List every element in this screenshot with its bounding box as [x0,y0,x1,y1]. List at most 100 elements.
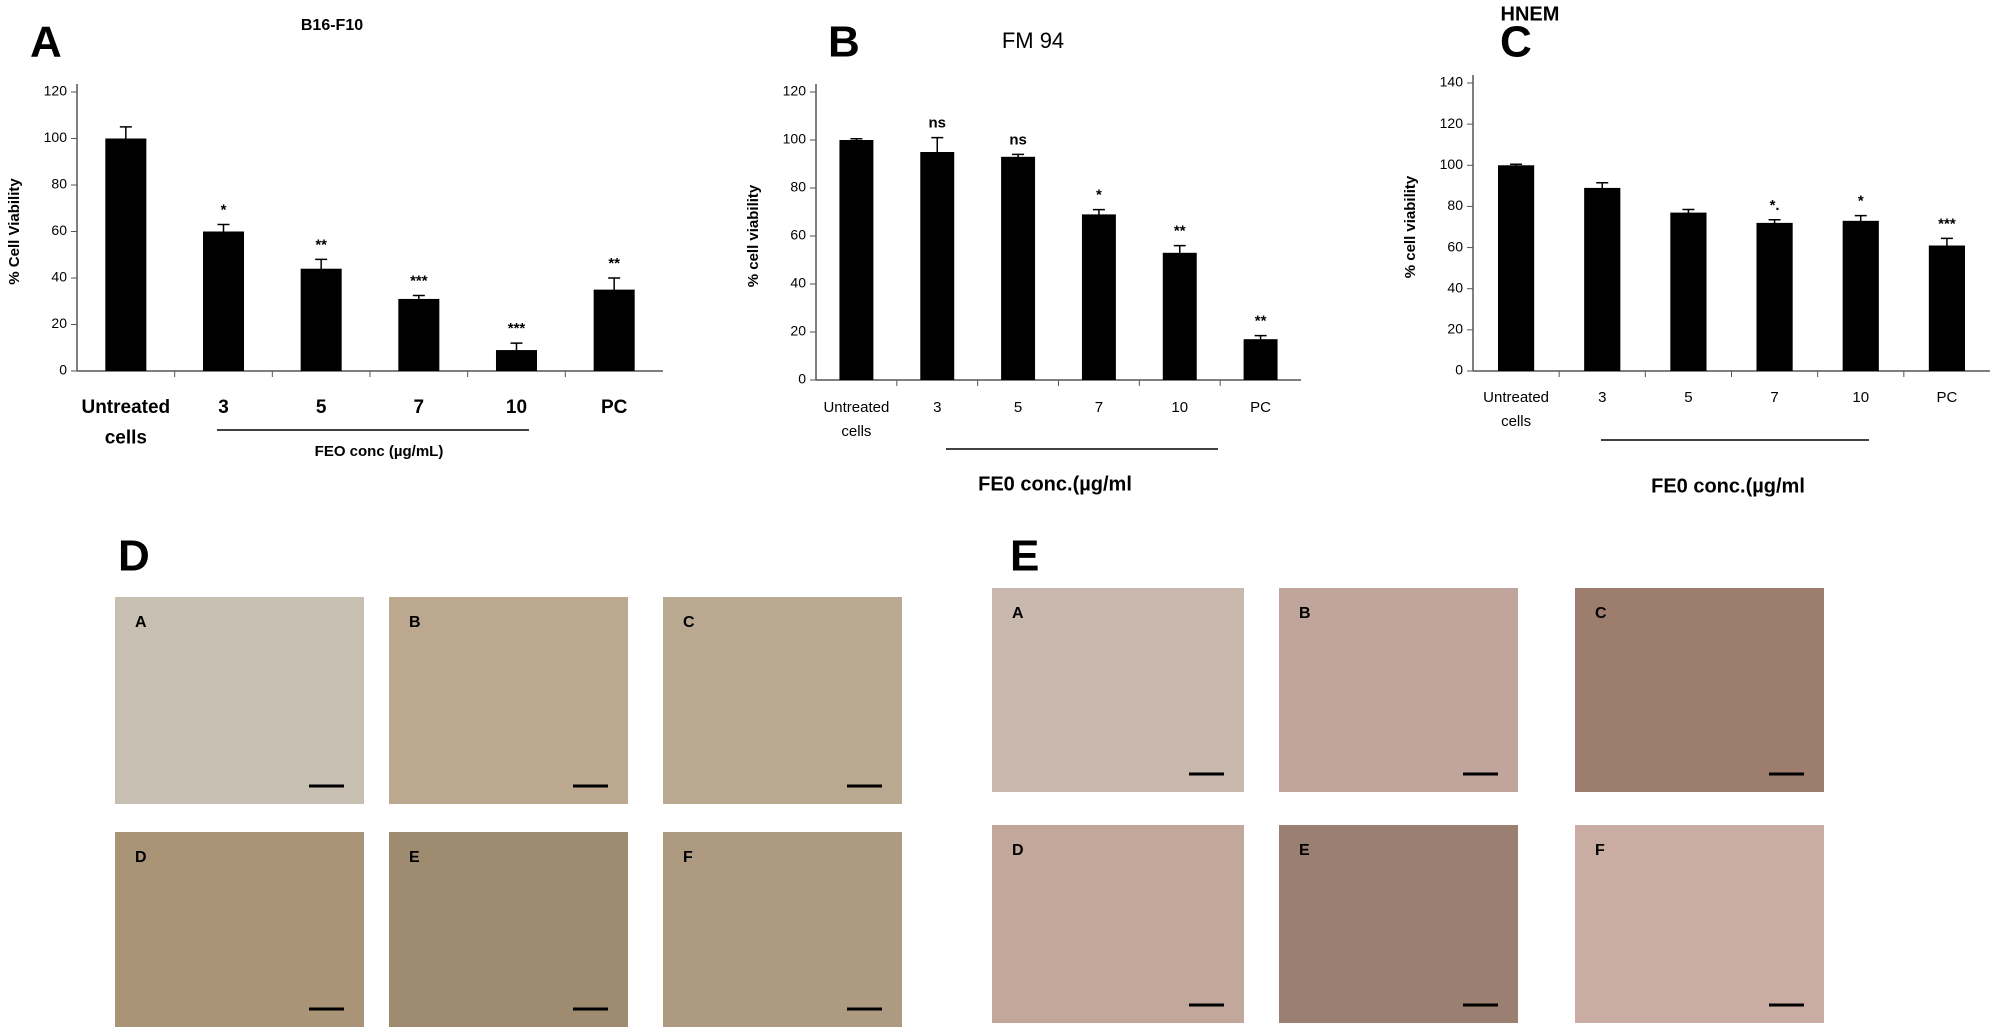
panel-letter: C [1500,18,1532,67]
y-tick-label: 120 [44,83,68,99]
y-tick-label: 0 [1455,362,1463,378]
error-bar [1173,244,1186,260]
significance-label: * [221,201,227,218]
bar [839,140,874,380]
y-tick-label: 0 [59,362,67,378]
x-tick-label: 5 [1684,389,1692,406]
bar [1756,222,1793,371]
y-tick-label: 20 [1447,321,1463,337]
bar [1243,339,1278,380]
bar [300,268,342,371]
x-tick-label: 3 [933,399,941,416]
significance-label: * [1858,193,1864,210]
y-tick-label: 120 [783,83,807,99]
bar [1928,245,1966,371]
error-bar [510,342,523,358]
y-tick-label: 80 [51,176,67,192]
bar [1001,156,1036,380]
error-bar [1854,214,1867,226]
x-tick-label: 3 [1598,389,1606,406]
micrograph-label: A [1012,605,1024,622]
x-tick-label: PC [1936,389,1957,406]
significance-label: ** [1255,313,1267,330]
error-bar [850,138,863,142]
y-tick-label: 140 [1440,74,1464,90]
micrograph [389,597,628,804]
panel-letter: A [30,18,62,67]
x-tick-label: PC [601,397,628,418]
error-bar [412,294,425,303]
micrograph [663,597,902,804]
y-tick-label: 40 [51,269,67,285]
significance-label: ** [1174,223,1186,240]
y-tick-label: 120 [1440,115,1464,131]
micrograph [1279,588,1518,792]
x-tick-label: 3 [218,397,229,418]
y-tick-label: 100 [1440,156,1464,172]
x-tick-label: Untreated cells [81,397,170,448]
error-bar [1254,334,1267,343]
y-tick-label: 0 [798,371,806,387]
y-axis-label: % Cell Viability [6,178,23,285]
error-bar [1510,163,1523,167]
bar [1670,212,1707,371]
x-axis-label: FE0 conc.(µg/ml [1651,475,1805,497]
y-tick-label: 20 [790,323,806,339]
y-axis-label: % cell viability [1402,175,1419,278]
error-bar [1940,237,1953,253]
x-tick-label: 7 [1095,399,1103,416]
micrograph-label: A [135,614,147,631]
error-bar [1596,182,1609,194]
error-bar [608,277,621,302]
x-tick-label: 10 [506,397,527,418]
x-tick-label: Untreated cells [1483,389,1549,430]
bar [1584,187,1621,371]
error-bar [1682,208,1695,216]
micrograph [1575,825,1824,1023]
error-bar [315,258,328,278]
x-tick-label: 10 [1171,399,1188,416]
y-axis-label: % cell viability [745,184,762,287]
micrograph [115,597,364,804]
x-tick-label: 10 [1852,389,1869,406]
significance-label: * [1096,187,1102,204]
significance-label: ns [1009,131,1027,148]
micrograph [1575,588,1824,792]
x-tick-label: 5 [316,397,327,418]
error-bar [1768,219,1781,226]
y-tick-label: 40 [790,275,806,291]
micrograph-label: B [1299,605,1311,622]
bar [495,350,538,371]
significance-label: ns [928,115,946,132]
bar [202,231,245,371]
micrograph-label: C [683,614,695,631]
chart-title: HNEM [1501,3,1560,25]
micrograph [115,832,364,1027]
significance-label: ** [315,236,327,253]
micrograph-label: E [1299,842,1310,859]
chart-title: B16-F10 [301,17,363,34]
bar [105,138,147,371]
y-tick-label: 100 [44,129,68,145]
panel-letter: E [1010,532,1039,581]
significance-label: *** [508,320,526,337]
y-tick-label: 80 [790,179,806,195]
bar [920,152,955,380]
significance-label: *. [1770,197,1780,214]
x-tick-label: 7 [414,397,425,418]
chart-title: FM 94 [1002,28,1064,53]
x-axis-label: FEO conc (µg/mL) [315,443,444,460]
micrograph [992,588,1244,792]
micrograph-label: E [409,849,420,866]
error-bar [1012,153,1025,160]
y-tick-label: 60 [51,222,67,238]
significance-label: ** [608,255,620,272]
micrograph-label: B [409,614,421,631]
y-tick-label: 60 [1447,238,1463,254]
micrograph [1279,825,1518,1023]
panel-letter: D [118,532,150,581]
error-bar [119,126,132,151]
x-tick-label: 5 [1014,399,1022,416]
micrograph-label: D [1012,842,1024,859]
